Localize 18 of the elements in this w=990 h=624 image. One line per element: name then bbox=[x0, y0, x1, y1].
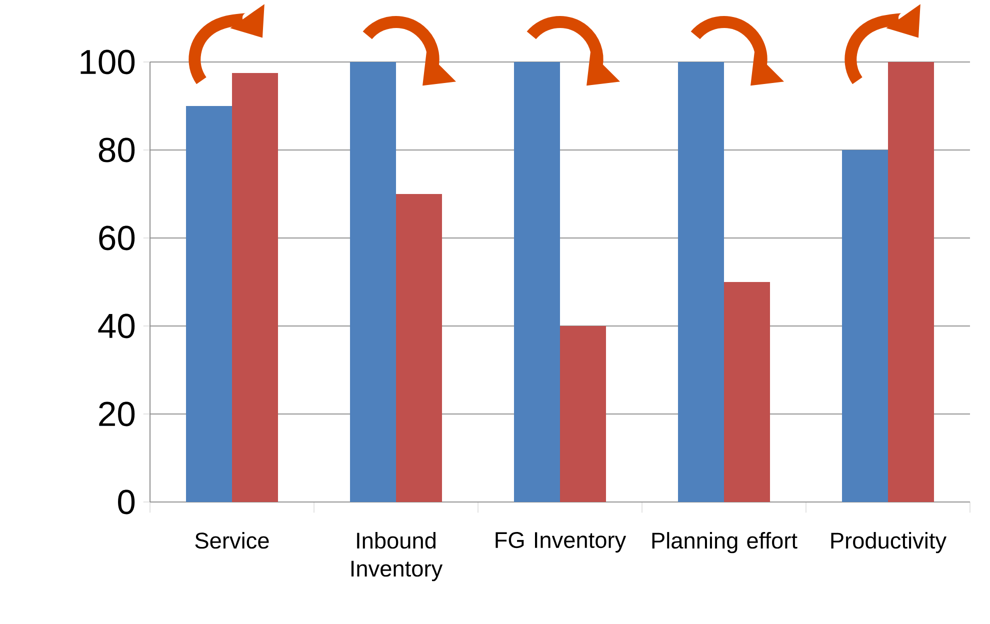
x-tick-label: Inbound Inventory bbox=[351, 532, 443, 582]
bar bbox=[396, 194, 442, 502]
bar bbox=[724, 282, 770, 502]
bar bbox=[560, 326, 606, 502]
y-tick-label: 0 bbox=[118, 490, 135, 514]
bar bbox=[888, 62, 934, 502]
bar bbox=[842, 150, 888, 502]
x-tick-label: Productivity bbox=[831, 532, 947, 554]
x-tick-label: Service bbox=[195, 532, 269, 549]
bar bbox=[186, 106, 232, 502]
x-tick-label: Planning effort bbox=[652, 532, 798, 554]
y-tick-label: 100 bbox=[80, 50, 135, 74]
y-tick-label: 60 bbox=[99, 226, 135, 250]
y-tick-label: 20 bbox=[99, 402, 135, 426]
y-tick-label: 80 bbox=[98, 138, 135, 162]
bar bbox=[232, 72, 278, 502]
x-tick-label: FG Inventory bbox=[496, 532, 626, 553]
y-tick-label: 40 bbox=[98, 314, 135, 338]
